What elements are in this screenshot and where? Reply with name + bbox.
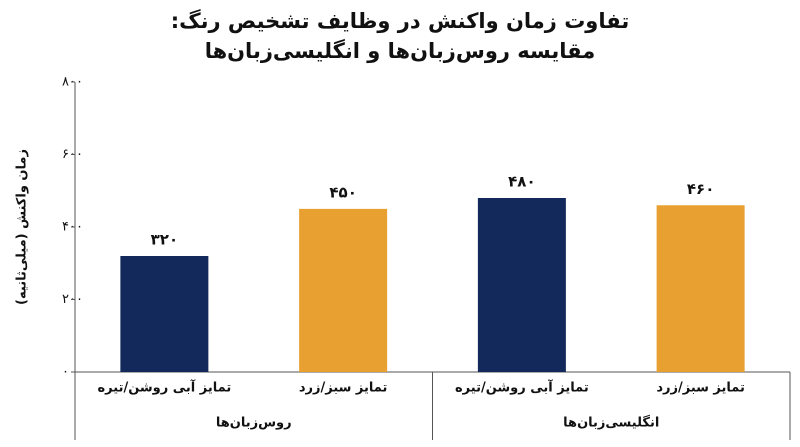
value-label: ۳۲۰ [151,231,178,249]
x-group-label: انگلیسی‌زبان‌ها [563,415,659,431]
value-label: ۴۸۰ [508,173,535,191]
value-label: ۴۵۰ [329,183,356,201]
y-axis-label: زمان واکنش (میلی‌ثانیه) [15,149,30,305]
y-tick-label: ۰ [62,365,69,380]
value-label: ۴۶۰ [687,180,714,198]
bar [120,256,209,372]
x-tick-label: تمایز سبز/زرد [656,381,745,396]
chart-title: تفاوت زمان واکنش در وظایف تشخیص رنگ: مقا… [170,9,630,63]
bar [477,198,566,372]
x-tick-label: تمایز سبز/زرد [299,381,388,396]
x-tick-label: تمایز آبی روشن/تیره [98,379,232,396]
bar [656,205,745,372]
x-tick-label: تمایز آبی روشن/تیره [455,379,589,396]
bar [299,208,388,372]
x-group-label: روس‌زبان‌ها [216,416,292,431]
